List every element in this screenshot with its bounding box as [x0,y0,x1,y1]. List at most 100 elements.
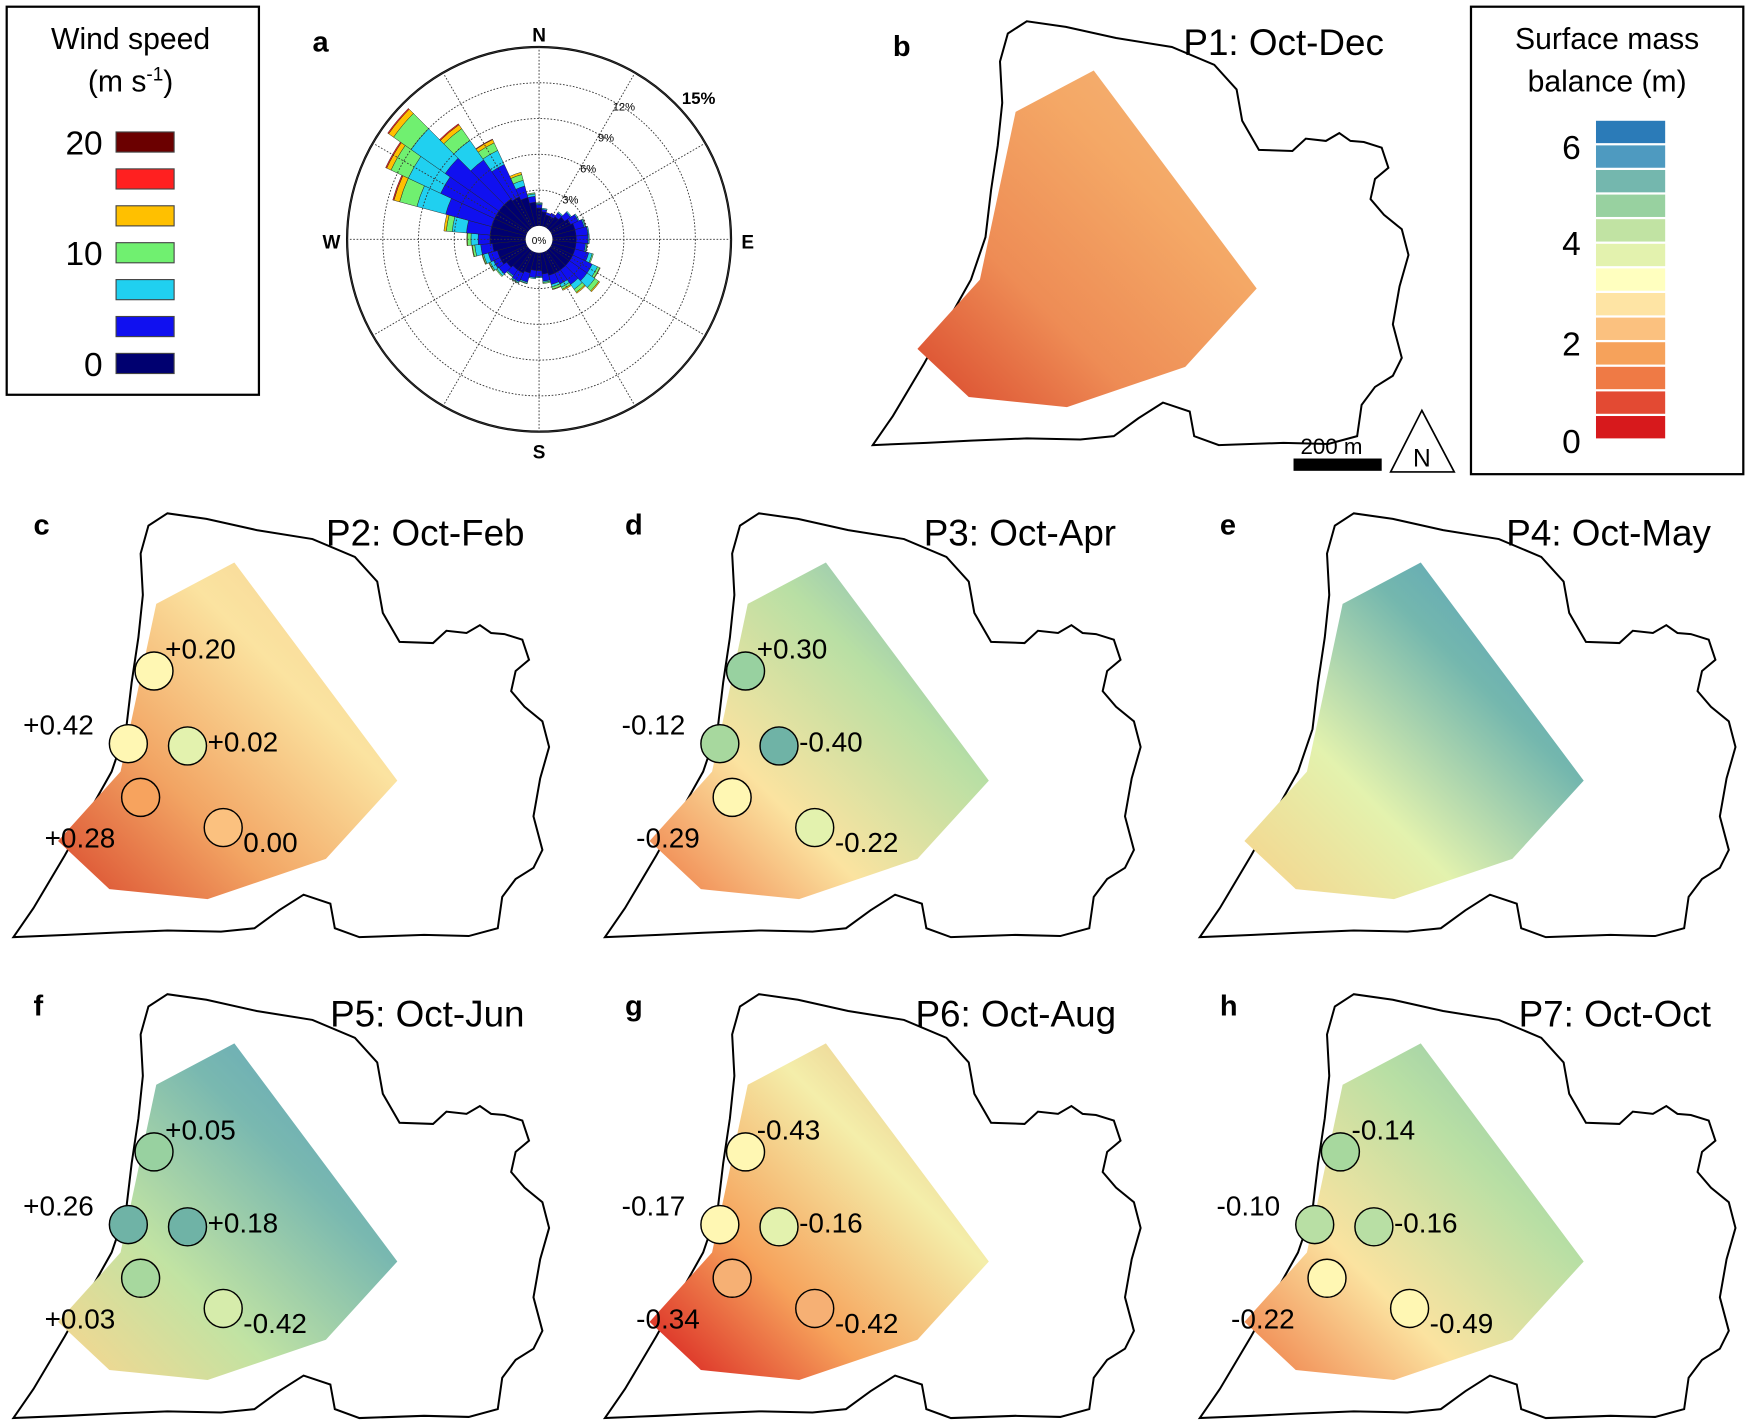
rose-grid-ring [382,82,696,397]
rose-petal-segment [387,108,410,135]
panel-letter-c: c [33,510,49,542]
rose-ring-label: 6% [580,163,596,175]
rose-ring-label: 12% [613,101,635,113]
stake-value-label: +0.26 [23,1191,94,1222]
glacier-outline [11,993,551,1420]
map-panel-b: b P1: Oct-Dec [870,20,1410,447]
stake-marker [795,1288,835,1329]
stake-value-label: -0.40 [799,726,863,757]
rose-petal-segment [590,280,601,293]
glacier-outline [11,512,551,939]
panel-letter-e: e [1220,510,1236,542]
wind-legend-unit-prefix: (m s [88,66,147,99]
smb-color-swatch [1595,145,1666,168]
stake-marker [134,1132,174,1172]
stake-value-label: -0.17 [622,1191,686,1222]
rose-grid-spoke [550,245,706,336]
rose-ring-label: 3% [562,194,578,206]
stake-marker [167,1207,208,1247]
stake-value-label: -0.22 [1231,1304,1295,1335]
stake-value-label: +0.18 [208,1207,279,1238]
stake-value-label: 0.00 [243,827,297,858]
wind-legend-label: 0 [84,347,103,384]
panel-letter-f: f [33,990,43,1022]
wind-swatch [115,205,175,227]
stake-marker [712,1258,752,1298]
compass-s: S [533,443,546,464]
compass-e: E [741,232,754,253]
rose-grid-spoke [372,142,528,234]
stake-marker [759,726,799,766]
smb-color-swatch [1595,243,1666,267]
stake-marker [167,726,208,766]
smb-color-swatch [1595,194,1666,217]
rose-petal-segment [475,138,493,150]
panel-letter-h: h [1220,990,1238,1022]
smb-color-swatch [1595,416,1666,439]
stake-marker [700,723,740,764]
smb-surface-map [1244,562,1584,900]
panel-letter-a: a [313,26,330,58]
wind-legend-unit-sup: -1 [146,65,163,86]
stake-value-label: -0.42 [835,1308,899,1339]
wind-swatch [115,242,175,264]
glacier-outline [870,20,1410,447]
panel-title-c: P2: Oct-Feb [326,513,525,554]
panel-title-b: P1: Oct-Dec [1183,22,1384,63]
wind-swatch [115,352,175,375]
rose-grid-spoke [372,245,528,336]
smb-color-swatch [1595,219,1666,242]
stake-value-label: -0.22 [835,827,899,858]
wind-speed-legend: Wind speed (m s-1) 20 10 0 [5,5,261,396]
rose-ring-label: 15% [682,89,716,108]
stake-value-label: -0.16 [1394,1207,1458,1238]
wind-legend-unit-suffix: ) [163,66,173,99]
stake-marker [1389,1288,1430,1329]
stake-value-label: +0.30 [757,634,828,665]
glacier-outline [602,993,1142,1420]
stake-value-label: +0.05 [165,1115,236,1146]
rose-petal-segment [575,284,586,294]
stake-value-label: -0.34 [636,1304,700,1335]
stake-marker [700,1204,740,1245]
stake-value-label: -0.12 [622,710,686,741]
rose-petal-segment [542,280,551,284]
stake-marker [1320,1132,1361,1172]
smb-legend-label: 0 [1562,424,1581,461]
stake-marker [759,1207,799,1247]
stake-value-label: -0.29 [636,823,700,854]
panel-title-d: P3: Oct-Apr [924,513,1116,554]
panel-letter-g: g [625,990,643,1022]
stake-marker [1295,1204,1335,1245]
wind-swatch [115,131,175,153]
rose-ring-label: 0% [532,236,547,247]
rose-grid-spoke [545,72,636,228]
map-panel-c: c P2: Oct-Feb +0.20 +0.42 +0.02 +0.28 0.00 [11,510,551,939]
smb-legend-title-1: Surface mass [1515,23,1699,56]
stake-marker [108,1204,149,1245]
stake-marker [108,723,149,764]
smb-surface-map [917,70,1257,408]
compass-w: W [323,232,341,253]
stake-value-label: -0.16 [799,1207,863,1238]
wind-legend-unit: (m s-1) [88,65,173,99]
map-panel-g: g P6: Oct-Aug -0.43 -0.17 -0.16 -0.34 -0.42 [602,990,1142,1420]
north-arrow-label: N [1413,445,1431,472]
panel-title-h: P7: Oct-Oct [1519,994,1711,1035]
smb-color-swatch [1595,317,1666,340]
compass-n: N [532,25,546,46]
stake-value-label: -0.14 [1352,1115,1416,1146]
map-panel-f: f P5: Oct-Jun +0.05 +0.26 +0.18 +0.03 -0.42 [11,990,551,1420]
wind-legend-label: 20 [65,125,102,162]
rose-grid-spoke [442,250,533,407]
rose-petals [385,108,601,294]
stake-value-label: +0.28 [45,823,116,854]
smb-color-swatch [1595,366,1666,390]
panel-title-e: P4: Oct-May [1506,513,1711,554]
stake-value-label: +0.03 [45,1304,116,1335]
stake-value-label: +0.42 [23,710,94,741]
smb-color-swatch [1595,120,1666,144]
wind-legend-title: Wind speed [51,23,210,56]
rose-center [525,225,553,253]
